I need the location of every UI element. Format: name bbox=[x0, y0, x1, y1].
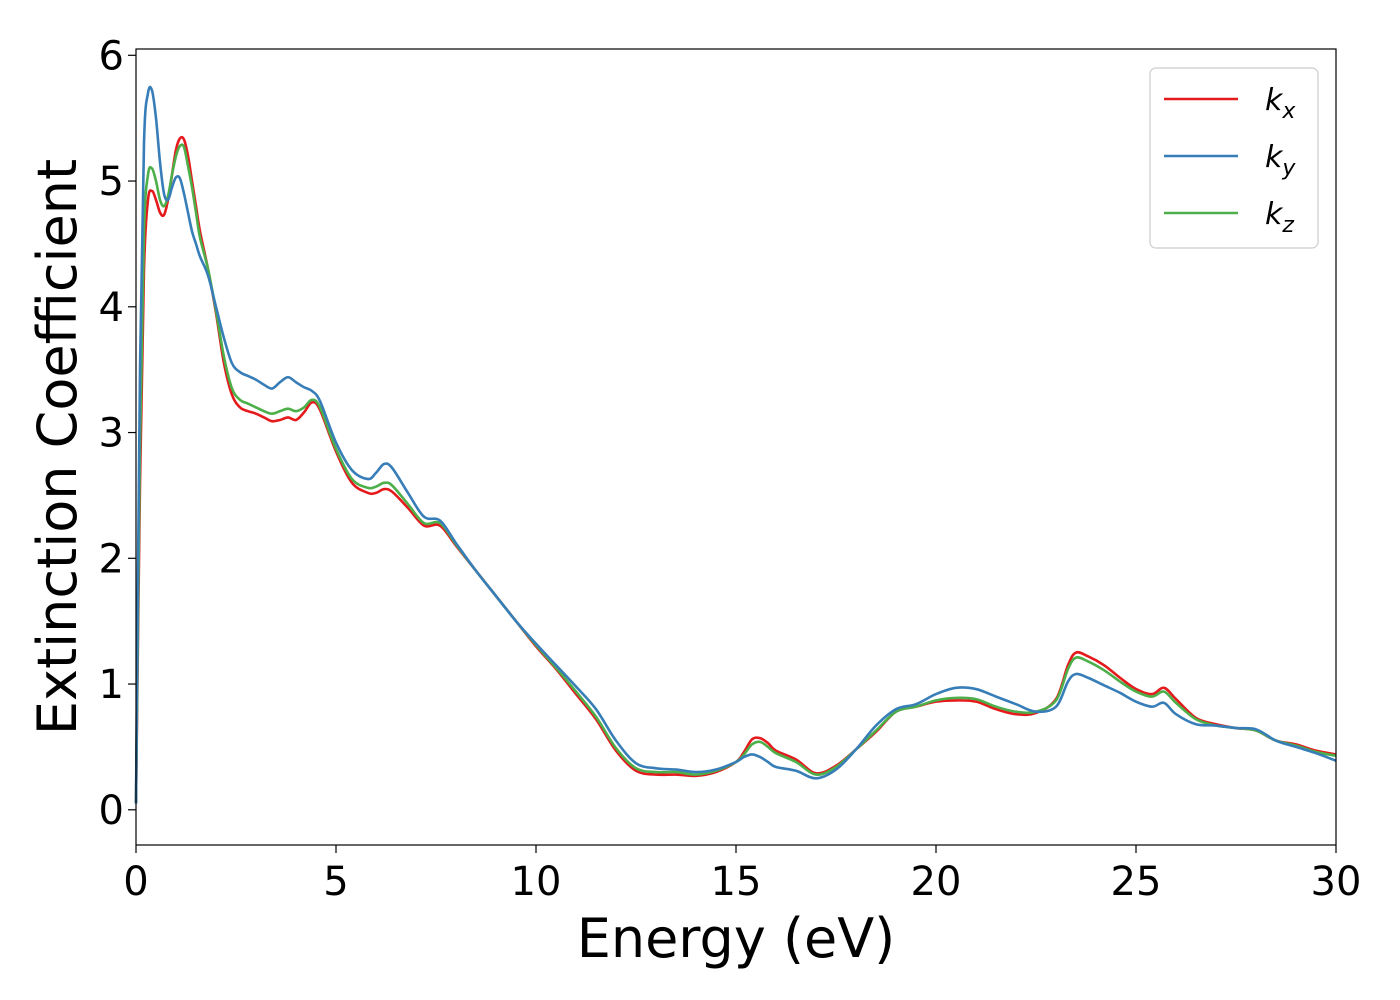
x-tick-label: 5 bbox=[323, 859, 348, 905]
legend-label-y: ky bbox=[1265, 140, 1296, 181]
series-line-y bbox=[134, 85, 1337, 804]
legend-label-x: kx bbox=[1265, 83, 1296, 124]
x-tick-label: 25 bbox=[1111, 859, 1162, 905]
y-tick-label: 4 bbox=[99, 285, 124, 331]
x-tick-label: 20 bbox=[911, 859, 962, 905]
legend: kx ky kz bbox=[1149, 67, 1319, 249]
x-tick-label: 10 bbox=[511, 859, 562, 905]
y-tick-label: 6 bbox=[99, 33, 124, 79]
x-tick-label: 0 bbox=[123, 859, 148, 905]
y-tick-label: 3 bbox=[99, 411, 124, 457]
legend-label-z: kz bbox=[1265, 197, 1294, 238]
y-tick-label: 1 bbox=[99, 662, 124, 708]
x-tick-label: 15 bbox=[711, 859, 762, 905]
series-layer bbox=[134, 85, 1337, 804]
y-axis-label: Extinction Coefficient bbox=[26, 159, 89, 735]
x-axis-ticks: 0 5 10 15 20 25 30 bbox=[123, 845, 1361, 905]
y-tick-label: 2 bbox=[99, 536, 124, 582]
x-axis-label: Energy (eV) bbox=[577, 907, 896, 970]
y-tick-label: 0 bbox=[99, 788, 124, 834]
x-tick-label: 30 bbox=[1311, 859, 1362, 905]
y-tick-label: 5 bbox=[99, 159, 124, 205]
y-axis-ticks: 0 1 2 3 4 5 6 bbox=[99, 33, 136, 834]
legend-box bbox=[1149, 67, 1319, 249]
